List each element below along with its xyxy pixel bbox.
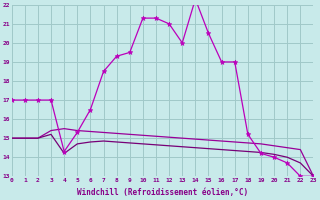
X-axis label: Windchill (Refroidissement éolien,°C): Windchill (Refroidissement éolien,°C): [77, 188, 248, 197]
